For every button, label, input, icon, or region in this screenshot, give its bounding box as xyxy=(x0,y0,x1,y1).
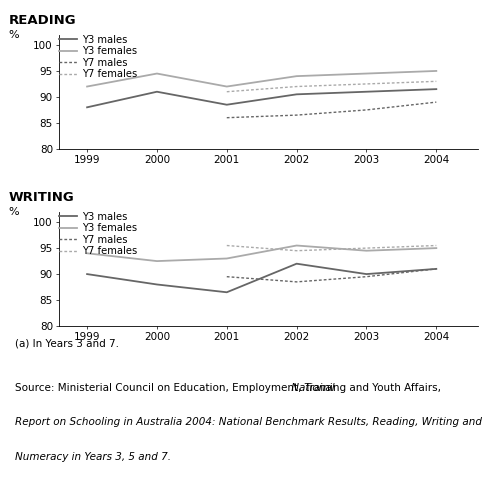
Text: (a) In Years 3 and 7.: (a) In Years 3 and 7. xyxy=(15,338,119,348)
Text: Numeracy in Years 3, 5 and 7.: Numeracy in Years 3, 5 and 7. xyxy=(15,452,171,462)
Text: Report on Schooling in Australia 2004: National Benchmark Results, Reading, Writ: Report on Schooling in Australia 2004: N… xyxy=(15,417,482,427)
Legend: Y3 males, Y3 females, Y7 males, Y7 females: Y3 males, Y3 females, Y7 males, Y7 femal… xyxy=(59,35,138,79)
Text: WRITING: WRITING xyxy=(9,191,74,204)
Text: Source: Ministerial Council on Education, Employment, Training and Youth Affairs: Source: Ministerial Council on Education… xyxy=(15,383,444,393)
Text: %: % xyxy=(9,30,20,40)
Text: National: National xyxy=(15,383,334,393)
Text: %: % xyxy=(9,207,20,217)
Text: READING: READING xyxy=(9,14,76,27)
Legend: Y3 males, Y3 females, Y7 males, Y7 females: Y3 males, Y3 females, Y7 males, Y7 femal… xyxy=(59,212,138,256)
